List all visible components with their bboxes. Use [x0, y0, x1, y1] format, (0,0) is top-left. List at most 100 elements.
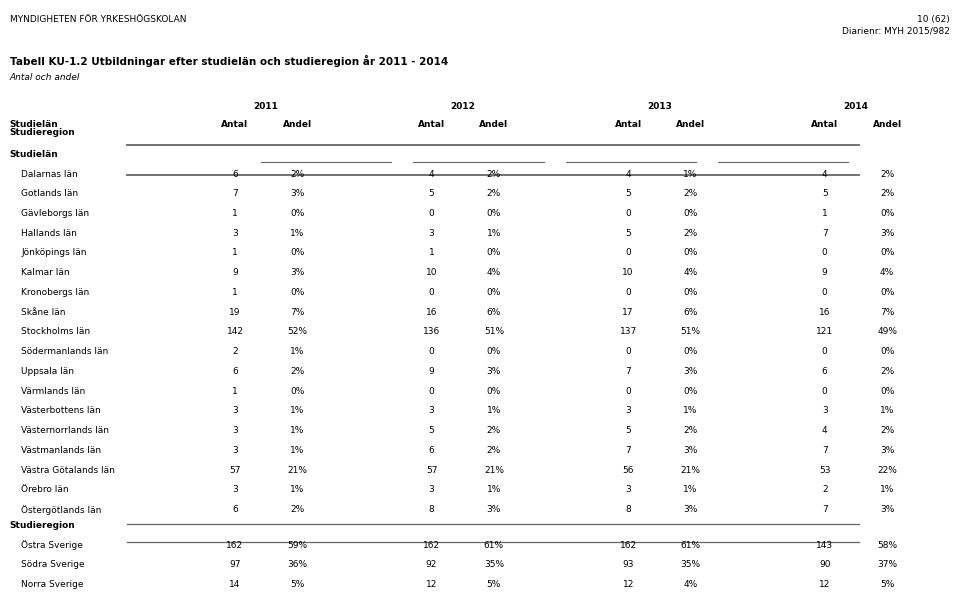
Text: 0%: 0%	[291, 209, 304, 218]
Text: 162: 162	[423, 541, 440, 550]
Text: 12: 12	[426, 580, 437, 589]
Text: 9: 9	[232, 268, 238, 277]
Text: 49%: 49%	[877, 327, 897, 337]
Text: Andel: Andel	[283, 120, 312, 129]
Text: 22%: 22%	[877, 465, 897, 475]
Text: 0: 0	[429, 209, 434, 218]
Text: 0: 0	[429, 386, 434, 396]
Text: 7: 7	[822, 228, 828, 238]
Text: 7%: 7%	[880, 307, 894, 317]
Text: 1%: 1%	[487, 406, 501, 416]
Text: 93: 93	[622, 560, 634, 569]
Text: 3: 3	[822, 406, 828, 416]
Text: 36%: 36%	[288, 560, 307, 569]
Text: Gotlands län: Gotlands län	[21, 189, 79, 199]
Text: 59%: 59%	[288, 541, 307, 550]
Text: 51%: 51%	[681, 327, 700, 337]
Text: 2%: 2%	[487, 426, 501, 435]
Text: 5: 5	[625, 189, 631, 199]
Text: 5%: 5%	[291, 580, 304, 589]
Text: 3: 3	[232, 426, 238, 435]
Text: 37%: 37%	[877, 560, 897, 569]
Text: 56: 56	[622, 465, 634, 475]
Text: 0: 0	[429, 288, 434, 297]
Text: Gävleborgs län: Gävleborgs län	[21, 209, 89, 218]
Text: 2%: 2%	[880, 189, 894, 199]
Text: Västernorrlands län: Västernorrlands län	[21, 426, 109, 435]
Text: 4: 4	[822, 169, 828, 179]
Text: 4%: 4%	[487, 268, 501, 277]
Text: 57: 57	[426, 465, 437, 475]
Text: 4: 4	[429, 169, 434, 179]
Text: 0%: 0%	[487, 386, 501, 396]
Text: 3: 3	[232, 485, 238, 495]
Text: 0: 0	[625, 248, 631, 258]
Text: 0%: 0%	[684, 386, 697, 396]
Text: 1: 1	[429, 248, 434, 258]
Text: 8: 8	[429, 505, 434, 514]
Text: 4%: 4%	[880, 268, 894, 277]
Text: 6%: 6%	[487, 307, 501, 317]
Text: 19: 19	[229, 307, 241, 317]
Text: Andel: Andel	[873, 120, 901, 129]
Text: 58%: 58%	[877, 541, 897, 550]
Text: 3%: 3%	[487, 367, 501, 376]
Text: Södra Sverige: Södra Sverige	[21, 560, 84, 569]
Text: 0: 0	[625, 209, 631, 218]
Text: 2013: 2013	[647, 102, 671, 111]
Text: 61%: 61%	[484, 541, 503, 550]
Text: 1%: 1%	[487, 228, 501, 238]
Text: 9: 9	[429, 367, 434, 376]
Text: 2%: 2%	[487, 189, 501, 199]
Text: 1%: 1%	[291, 228, 304, 238]
Text: 12: 12	[622, 580, 634, 589]
Text: 14: 14	[229, 580, 241, 589]
Text: Studieregion: Studieregion	[10, 128, 76, 137]
Text: 3: 3	[232, 406, 238, 416]
Text: 2%: 2%	[684, 426, 697, 435]
Text: 5: 5	[625, 228, 631, 238]
Text: 0%: 0%	[291, 288, 304, 297]
Text: 6: 6	[232, 505, 238, 514]
Text: 3%: 3%	[684, 446, 697, 455]
Text: 5: 5	[429, 189, 434, 199]
Text: 53: 53	[819, 465, 830, 475]
Text: 0%: 0%	[684, 209, 697, 218]
Text: 3%: 3%	[487, 505, 501, 514]
Text: 2%: 2%	[880, 426, 894, 435]
Text: 3: 3	[429, 406, 434, 416]
Text: Antal: Antal	[418, 120, 445, 129]
Text: 7: 7	[232, 189, 238, 199]
Text: 0: 0	[822, 347, 828, 356]
Text: 2012: 2012	[451, 102, 475, 111]
Text: Studieregion: Studieregion	[10, 521, 76, 530]
Text: Jönköpings län: Jönköpings län	[21, 248, 86, 258]
Text: 1: 1	[232, 209, 238, 218]
Text: 0%: 0%	[880, 347, 894, 356]
Text: 5: 5	[429, 426, 434, 435]
Text: 1%: 1%	[291, 426, 304, 435]
Text: Södermanlands län: Södermanlands län	[21, 347, 108, 356]
Text: 92: 92	[426, 560, 437, 569]
Text: Dalarnas län: Dalarnas län	[21, 169, 78, 179]
Text: 5: 5	[625, 426, 631, 435]
Text: 1%: 1%	[291, 347, 304, 356]
Text: 0: 0	[429, 347, 434, 356]
Text: 0%: 0%	[880, 248, 894, 258]
Text: 1: 1	[232, 248, 238, 258]
Text: 1%: 1%	[684, 485, 697, 495]
Text: 90: 90	[819, 560, 830, 569]
Text: 0: 0	[625, 347, 631, 356]
Text: 3%: 3%	[684, 505, 697, 514]
Text: 21%: 21%	[288, 465, 307, 475]
Text: 0%: 0%	[684, 288, 697, 297]
Text: 0: 0	[625, 288, 631, 297]
Text: 10: 10	[622, 268, 634, 277]
Text: 3%: 3%	[291, 189, 304, 199]
Text: 0%: 0%	[487, 248, 501, 258]
Text: Kronobergs län: Kronobergs län	[21, 288, 89, 297]
Text: 6: 6	[232, 169, 238, 179]
Text: 2%: 2%	[880, 169, 894, 179]
Text: 4%: 4%	[684, 580, 697, 589]
Text: 16: 16	[819, 307, 830, 317]
